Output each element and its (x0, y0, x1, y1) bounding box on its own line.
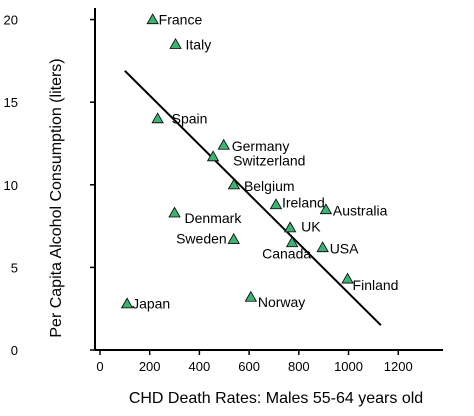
y-axis-ticks: 0 5 10 15 20 (4, 13, 95, 358)
x-tick-label: 800 (288, 359, 310, 374)
triangle-marker (169, 38, 182, 49)
triangle-marker (227, 232, 240, 244)
data-point-usa: USA (316, 241, 359, 257)
point-label-denmark: Denmark (185, 210, 243, 226)
y-tick-label: 20 (4, 13, 18, 28)
point-label-finland: Finland (353, 277, 399, 293)
data-point-belgium: Belgium (227, 178, 295, 194)
data-point-germany: Germany (217, 138, 290, 154)
point-label-sweden: Sweden (176, 230, 227, 246)
triangle-marker (206, 150, 220, 162)
triangle-marker (217, 138, 230, 150)
x-axis-ticks: 0 200 400 600 800 1000 1200 (96, 350, 413, 374)
point-label-uk: UK (301, 219, 321, 235)
triangle-marker (285, 236, 299, 248)
data-point-finland: Finland (341, 272, 399, 293)
point-label-japan: Japan (132, 296, 170, 312)
point-label-italy: Italy (186, 36, 212, 52)
triangle-marker (151, 112, 164, 124)
point-label-usa: USA (330, 241, 359, 257)
triangle-marker (319, 203, 333, 215)
data-point-norway: Norway (244, 290, 305, 310)
y-axis-title: Per Capita Alcohol Consumption (liters) (48, 58, 65, 337)
data-point-australia: Australia (319, 203, 388, 219)
x-axis-title: CHD Death Rates: Males 55-64 years old (129, 390, 423, 407)
point-label-belgium: Belgium (244, 178, 295, 194)
triangle-marker (269, 198, 283, 210)
data-point-ireland: Ireland (269, 195, 325, 211)
triangle-marker (283, 221, 297, 233)
trend-line (124, 70, 382, 326)
x-tick-label: 400 (189, 359, 211, 374)
data-point-france: France (146, 12, 203, 28)
triangle-marker (146, 13, 159, 25)
point-label-spain: Spain (172, 111, 208, 127)
x-tick-label: 600 (238, 359, 260, 374)
y-tick-label: 15 (4, 95, 18, 110)
point-label-france: France (159, 12, 203, 28)
x-tick-label: 1000 (334, 359, 363, 374)
triangle-marker (227, 178, 241, 190)
point-label-switzerland: Switzerland (233, 153, 305, 169)
y-tick-label: 5 (11, 260, 18, 275)
data-point-spain: Spain (151, 111, 208, 127)
point-label-norway: Norway (258, 294, 305, 310)
data-point-switzerland: Switzerland (206, 150, 305, 169)
data-point-italy: Italy (169, 36, 212, 52)
data-point-canada: Canada (262, 236, 311, 262)
point-label-ireland: Ireland (282, 195, 325, 211)
y-tick-label: 10 (4, 178, 18, 193)
axes (94, 8, 443, 351)
triangle-marker (244, 290, 258, 302)
triangle-marker (341, 272, 354, 284)
x-tick-label: 200 (139, 359, 161, 374)
triangle-marker (168, 206, 181, 218)
point-label-germany: Germany (232, 138, 290, 154)
x-tick-label: 1200 (384, 359, 413, 374)
data-point-sweden: Sweden (176, 230, 240, 246)
triangle-marker (316, 241, 329, 253)
data-point-denmark: Denmark (168, 206, 243, 226)
triangle-marker (120, 297, 134, 309)
data-point-japan: Japan (120, 296, 170, 312)
point-label-canada: Canada (262, 246, 311, 262)
data-point-uk: UK (283, 219, 321, 235)
y-tick-label: 0 (11, 343, 18, 358)
x-tick-label: 0 (96, 359, 103, 374)
point-label-australia: Australia (333, 203, 388, 219)
